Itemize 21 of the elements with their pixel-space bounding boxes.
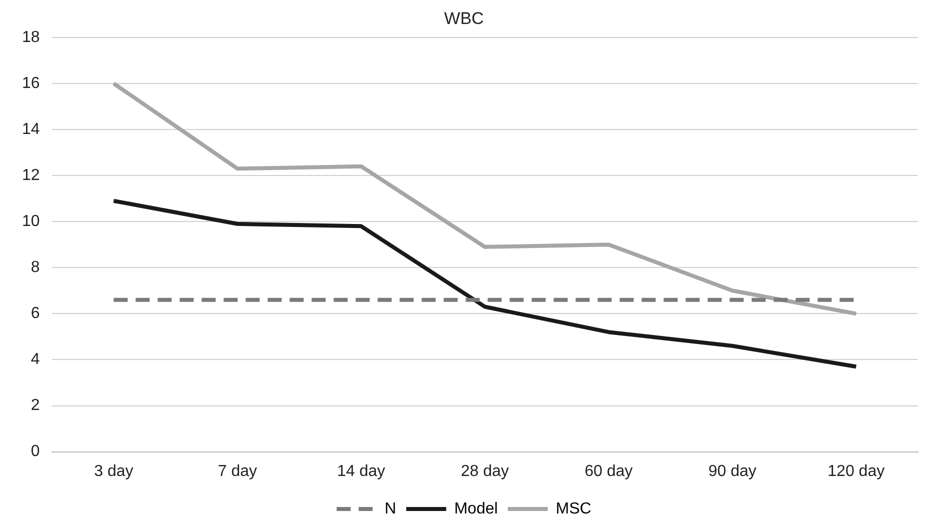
y-tick-label: 6 <box>30 305 40 322</box>
legend-label: Model <box>454 500 498 518</box>
x-tick-label: 28 day <box>460 462 509 480</box>
y-tick-label: 12 <box>22 166 40 184</box>
y-tick-label: 0 <box>30 443 40 460</box>
x-tick-label: 7 day <box>218 462 257 480</box>
x-tick-label: 120 day <box>828 462 885 480</box>
y-tick-label: 10 <box>22 212 40 230</box>
x-tick-label: 90 day <box>708 462 756 480</box>
chart-title: WBC <box>444 8 484 28</box>
x-tick-label: 60 day <box>584 462 633 480</box>
y-tick-label: 16 <box>22 74 40 92</box>
legend-label: N <box>384 500 396 518</box>
y-tick-label: 14 <box>22 120 40 138</box>
legend-label: MSC <box>556 500 592 518</box>
y-tick-label: 4 <box>30 351 40 368</box>
y-tick-label: 8 <box>30 259 40 276</box>
y-tick-label: 2 <box>30 397 40 414</box>
y-tick-label: 18 <box>22 28 40 46</box>
x-tick-label: 3 day <box>94 462 134 480</box>
x-tick-label: 14 day <box>337 462 386 480</box>
